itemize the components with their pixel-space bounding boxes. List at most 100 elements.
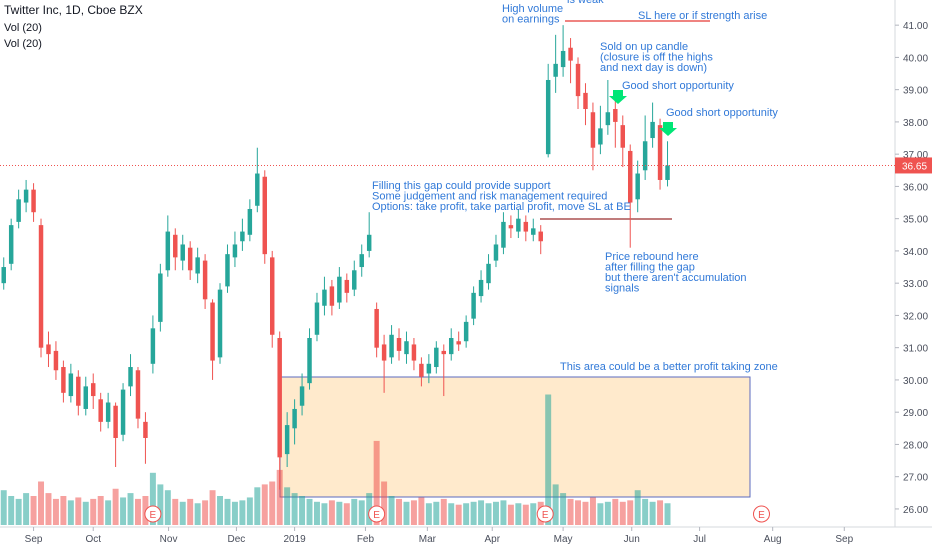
x-tick-label: Mar — [419, 534, 437, 545]
y-tick-label: 32.00 — [903, 311, 928, 322]
x-tick-label: 2019 — [283, 534, 306, 545]
candle-body — [202, 260, 208, 300]
candle-body — [292, 408, 297, 429]
candle-body — [128, 367, 133, 387]
volume-bar — [127, 493, 134, 525]
volume-bar — [425, 503, 432, 525]
volume-bar — [373, 440, 380, 525]
volume-bar — [328, 500, 335, 525]
earnings-marker — [368, 505, 386, 523]
y-tick-label: 27.00 — [903, 473, 928, 484]
candle-body — [374, 308, 379, 348]
candle-body — [68, 373, 74, 397]
candle-body — [187, 247, 193, 271]
volume-bar — [567, 498, 574, 525]
candle-body — [1, 267, 6, 284]
candle-body — [426, 363, 432, 374]
y-tick-label: 33.00 — [903, 279, 928, 290]
candle-body — [38, 225, 44, 348]
volume-bar — [291, 493, 298, 525]
volume-bar — [67, 500, 74, 525]
volume-bar — [299, 496, 306, 525]
candle-body — [366, 234, 372, 251]
volume-bar — [440, 498, 447, 525]
candle-body — [434, 347, 439, 368]
earnings-marker — [144, 505, 162, 523]
candle-body — [605, 112, 611, 126]
candle-body — [329, 286, 335, 306]
candle-body — [523, 221, 529, 232]
volume-bar — [164, 490, 171, 525]
annotation: after filling the gap — [605, 262, 695, 274]
candle-body — [419, 363, 424, 377]
candle-body — [478, 279, 484, 297]
annotation: but there aren't accumulation — [605, 272, 747, 284]
volume-bar — [351, 498, 358, 525]
candle-body — [240, 231, 245, 242]
volume-bar — [224, 498, 231, 525]
volume-bar — [313, 501, 320, 525]
annotation: Filling this gap could provide support — [372, 180, 551, 192]
candle-body — [277, 338, 282, 458]
volume-bar — [239, 500, 246, 525]
candle-body — [493, 244, 499, 261]
annotation: on earnings — [502, 14, 560, 26]
candle-body — [665, 165, 670, 180]
volume-bar — [470, 501, 477, 525]
x-tick-label: Sep — [835, 534, 853, 545]
candle-body — [657, 125, 663, 180]
candle-body — [143, 421, 148, 438]
candle-body — [650, 121, 655, 139]
volume-bar — [179, 501, 186, 525]
candle-body — [23, 189, 29, 203]
volume-bar — [627, 500, 634, 525]
volume-bar — [52, 498, 59, 525]
volume-bar — [418, 497, 425, 525]
volume-bar — [38, 481, 45, 525]
candle-body — [344, 279, 350, 293]
annotation: This area could be a better profit takin… — [560, 361, 778, 373]
volume-bar — [157, 484, 164, 525]
volume-bar — [15, 498, 22, 525]
annotation: signals — [605, 283, 640, 295]
candle-body — [150, 328, 156, 364]
candle-body — [53, 350, 59, 371]
x-tick-label: Dec — [228, 534, 246, 545]
volume-bar — [0, 490, 7, 525]
volume-bar — [112, 488, 119, 525]
candle-body — [441, 350, 447, 355]
candle-body — [105, 402, 111, 422]
volume-bar — [396, 498, 403, 525]
candle-body — [635, 173, 640, 200]
volume-bar — [589, 497, 596, 525]
candle-body — [471, 292, 476, 319]
volume-bar — [575, 500, 582, 525]
y-tick-label: 30.00 — [903, 376, 928, 387]
candle-body — [83, 386, 89, 409]
indicator-label: Vol (20) — [4, 22, 42, 34]
candle-body — [262, 176, 268, 255]
candle-body — [180, 244, 185, 261]
candle-body — [61, 367, 66, 393]
volume-bar — [343, 503, 350, 525]
indicator-label: Vol (20) — [4, 38, 42, 50]
candle-body — [158, 273, 163, 322]
volume-bar — [522, 504, 529, 525]
plot — [0, 25, 671, 525]
candle-body — [590, 112, 596, 148]
arrow — [609, 90, 627, 104]
volume-bar — [23, 493, 30, 525]
volume-bar — [492, 501, 499, 525]
y-tick-label: 35.00 — [903, 215, 928, 226]
candle-body — [210, 302, 215, 361]
candle-body — [16, 199, 21, 222]
annotation: Good short opportunity — [622, 80, 734, 92]
candle-body — [627, 150, 633, 203]
x-tick-label: Apr — [484, 534, 500, 545]
candle-body — [284, 425, 290, 455]
annotation: SL here or if strength arise — [638, 10, 767, 22]
x-tick-label: Oct — [85, 534, 101, 545]
volume-bar — [582, 501, 589, 525]
volume-bar — [515, 503, 522, 525]
